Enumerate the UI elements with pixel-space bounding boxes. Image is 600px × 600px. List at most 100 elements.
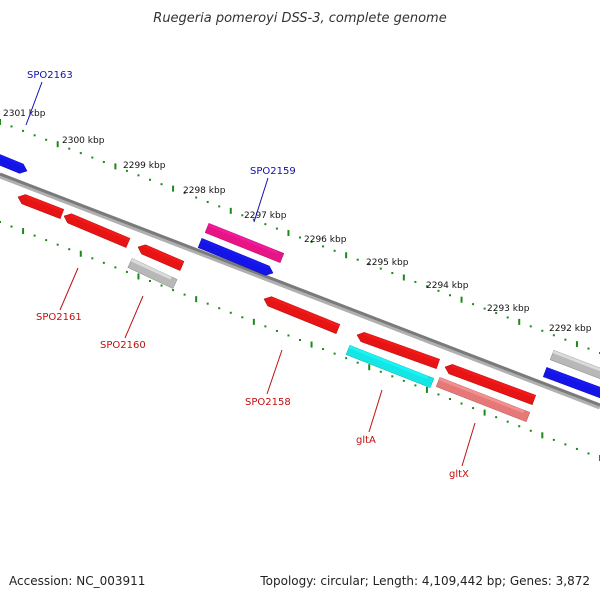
minor-tick [275,329,278,332]
gene-feature[interactable] [16,192,65,219]
gene-feature[interactable] [197,238,275,277]
gene-label[interactable]: SPO2159 [250,166,296,177]
minor-tick [345,357,348,360]
minor-tick [333,352,336,355]
minor-tick [356,361,359,364]
gene-arrow-highlight [363,332,440,363]
minor-tick [483,307,486,310]
gene-label[interactable]: gltA [356,435,376,446]
gene-label[interactable]: SPO2158 [245,397,291,408]
minor-tick [241,214,244,217]
minor-tick [91,156,94,159]
minor-tick [10,125,13,128]
minor-tick [541,329,544,332]
gene-arrow-highlight [552,350,600,374]
callout-line [461,422,476,467]
minor-tick [206,302,209,305]
minor-tick [264,223,267,226]
gene-label[interactable]: SPO2160 [100,340,146,351]
tick-label: 2298 kbp [183,186,226,196]
minor-tick [379,370,382,373]
minor-tick [33,234,36,237]
minor-tick [402,379,405,382]
minor-tick [149,178,151,181]
gene-feature[interactable] [262,294,341,334]
callout-line [59,267,79,311]
minor-tick [160,284,163,287]
gene-feature[interactable] [0,150,29,175]
minor-tick [414,280,417,283]
minor-tick [472,407,475,410]
gene-feature[interactable] [345,345,435,388]
map-title: Ruegeria pomeroyi DSS-3, complete genome [153,11,446,26]
gene-arrow-body [63,213,131,248]
tick-label: 2300 kbp [62,136,105,146]
genome-backbone [0,172,600,407]
gene-arrow-highlight [348,345,429,379]
tick-label: 2293 kbp [487,304,530,314]
callout-line [25,81,43,126]
minor-tick [252,218,255,221]
minor-tick [368,263,371,266]
minor-tick [518,425,521,428]
gene-feature[interactable] [549,350,600,383]
minor-tick [391,272,394,275]
minor-tick [356,258,359,261]
minor-tick [564,443,567,446]
minor-tick [218,307,221,310]
gene-label[interactable]: SPO2163 [27,70,73,81]
backbone-shadow [0,173,600,410]
minor-tick [425,285,428,288]
gene-feature[interactable] [435,377,531,422]
minor-tick [183,192,186,195]
minor-tick [414,384,417,387]
gene-feature[interactable] [443,362,537,406]
minor-tick [218,205,221,208]
minor-tick [22,129,25,132]
genome-summary-text: Topology: circular; Length: 4,109,442 bp… [260,574,590,588]
minor-tick [299,339,301,341]
minor-tick [391,375,394,378]
minor-tick [495,312,498,315]
gene-feature[interactable] [136,242,185,271]
minor-tick [102,160,105,163]
minor-tick [160,183,163,186]
gene-feature[interactable] [542,366,600,401]
minor-tick [552,438,555,441]
gene-arrow-highlight [270,296,340,328]
gene-arrow-highlight [545,367,600,394]
minor-tick [149,280,151,282]
gene-arrow-body [0,150,28,174]
minor-tick [552,334,555,337]
minor-tick [322,245,325,248]
minor-tick [506,316,509,319]
gene-feature[interactable] [355,330,441,370]
minor-tick [275,227,278,230]
minor-tick [472,303,475,306]
tick-label: 2294 kbp [426,281,469,291]
minor-tick [310,240,313,243]
minor-tick [379,267,382,270]
gene-label[interactable]: SPO2161 [36,312,82,323]
outer-tick-ring [0,119,600,354]
tick-label: 2296 kbp [304,235,347,245]
minor-tick [68,248,71,251]
minor-tick [206,200,209,203]
gene-arrow-body [444,364,537,406]
gene-feature[interactable] [62,211,131,248]
minor-tick [45,138,48,141]
inner-tick-ring [0,221,600,461]
minor-tick [495,416,498,419]
gene-label[interactable]: gltX [449,469,469,480]
tick-label: 2297 kbp [244,211,287,221]
gene-arrow-body [263,296,341,334]
gene-feature[interactable] [204,223,285,263]
minor-tick [45,239,48,242]
minor-tick [287,334,290,337]
minor-tick [125,169,128,172]
minor-tick [172,289,175,292]
minor-tick [0,221,1,223]
gene-arrow-highlight [144,244,184,265]
gene-feature[interactable] [127,258,178,289]
gene-arrow-highlight [207,223,279,254]
